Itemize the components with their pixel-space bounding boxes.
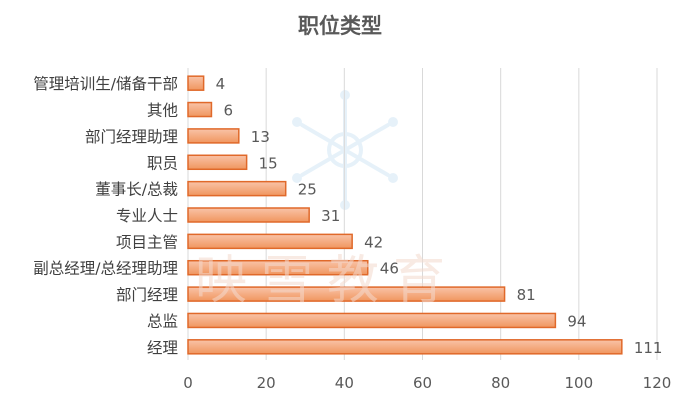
category-label: 部门经理助理 <box>85 128 178 146</box>
bar <box>187 128 240 144</box>
watermark-snowflake-icon <box>292 90 398 210</box>
bar <box>187 259 369 276</box>
data-label: 111 <box>634 339 663 357</box>
category-label: 经理 <box>147 339 178 357</box>
watermark-text: 映雪教育 <box>195 251 460 311</box>
x-tick-label: 20 <box>257 374 276 392</box>
bar <box>187 286 506 302</box>
data-label: 31 <box>321 207 340 225</box>
data-label: 4 <box>216 75 226 93</box>
x-tick-label: 40 <box>335 374 354 392</box>
data-label: 42 <box>364 233 383 251</box>
data-label: 25 <box>298 181 317 199</box>
category-label: 总监 <box>147 312 178 330</box>
category-label: 其他 <box>147 102 178 120</box>
category-label: 专业人士 <box>116 207 178 225</box>
data-label: 94 <box>567 312 586 330</box>
category-label: 部门经理 <box>116 286 178 304</box>
category-label: 董事长/总裁 <box>95 181 178 199</box>
data-label: 81 <box>517 286 536 304</box>
chart-title: 职位类型 <box>298 14 382 38</box>
category-label: 职员 <box>147 154 178 172</box>
bar <box>187 312 557 329</box>
bar <box>187 75 205 91</box>
x-tick-label: 100 <box>565 374 594 392</box>
bar <box>187 339 623 355</box>
category-label: 副总经理/总经理助理 <box>33 260 178 278</box>
x-tick-label: 80 <box>491 374 510 392</box>
data-label: 46 <box>380 260 399 278</box>
category-label: 项目主管 <box>116 233 178 251</box>
x-tick-label: 120 <box>643 374 672 392</box>
bar <box>187 154 248 171</box>
bar <box>187 233 353 250</box>
x-tick-label: 60 <box>413 374 432 392</box>
x-tick-label: 0 <box>183 374 193 392</box>
bar <box>187 101 213 118</box>
bar <box>187 207 310 223</box>
data-label: 15 <box>259 154 278 172</box>
data-label: 6 <box>223 102 233 120</box>
bar <box>187 180 287 197</box>
data-label: 13 <box>251 128 270 146</box>
category-label: 管理培训生/储备干部 <box>33 75 178 93</box>
